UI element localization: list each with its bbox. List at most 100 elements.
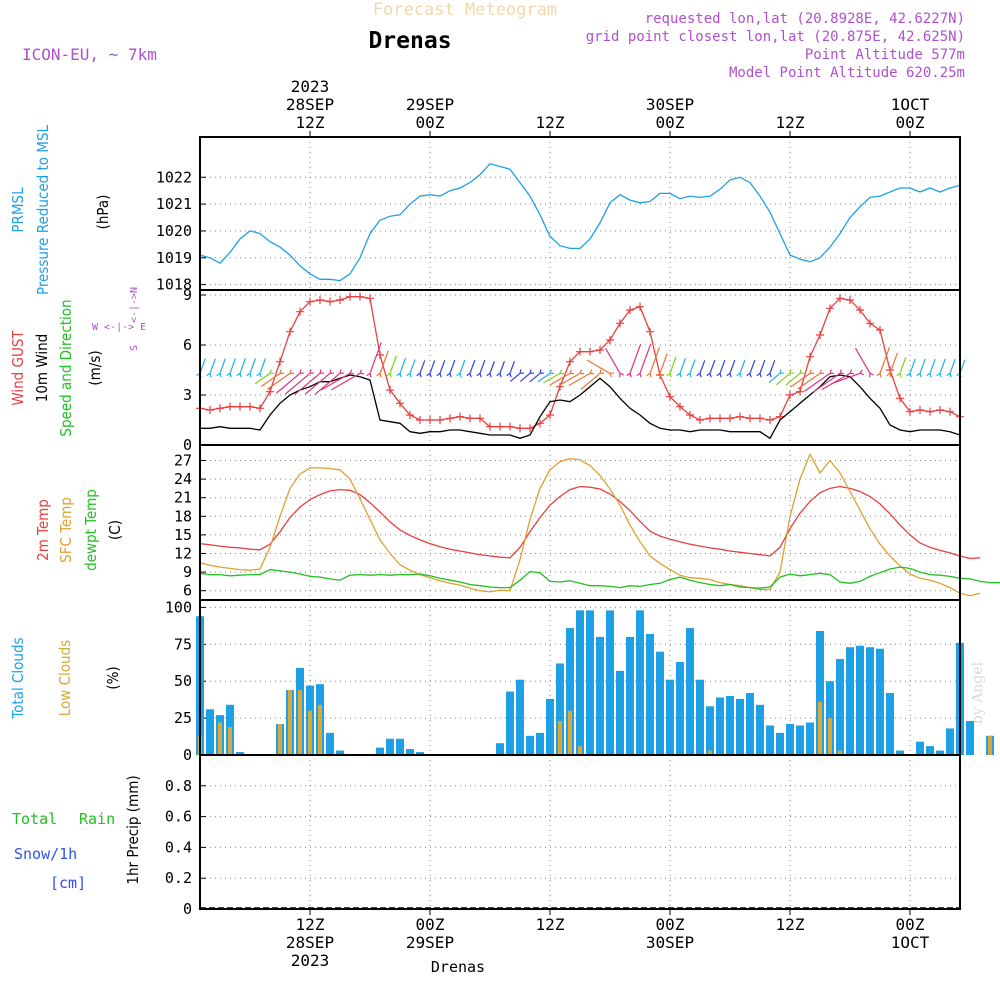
- 2m-temp-line: [199, 485, 981, 560]
- gust-marker: [256, 404, 264, 413]
- gust-marker: [616, 319, 624, 328]
- wind-barb-head: [736, 372, 742, 378]
- low-clouds-bar: [278, 724, 282, 755]
- gust-marker: [476, 414, 484, 423]
- wind-barb: [399, 357, 407, 374]
- ytick-label-clouds: 50: [174, 672, 192, 690]
- panel-wind: 0 3 6 9: [183, 286, 966, 454]
- label-precip-total: Total: [12, 810, 57, 828]
- bottom-axis-date: 29SEP: [406, 933, 454, 952]
- wind-barb: [239, 358, 247, 374]
- label-sfc-temp: SFC Temp: [57, 497, 75, 563]
- compass-s: S: [129, 345, 140, 351]
- low-clouds-bar: [288, 690, 292, 755]
- sfc-temp-line: [199, 452, 981, 597]
- total-clouds-bar: [336, 750, 344, 755]
- point-altitude: Point Altitude 577m: [805, 47, 965, 63]
- total-clouds-bar: [236, 752, 244, 755]
- wind-barb: [209, 358, 216, 374]
- gust-marker: [596, 346, 604, 354]
- top-axis-hour: 12Z: [536, 113, 565, 132]
- gust-marker: [916, 406, 924, 414]
- bottom-axis-hour: 00Z: [416, 915, 445, 934]
- ytick-label-temperature: 18: [174, 507, 192, 525]
- gust-marker: [356, 292, 364, 301]
- total-clouds-bar: [736, 698, 744, 755]
- low-clouds-bar: [838, 750, 842, 755]
- gust-marker: [666, 392, 674, 401]
- label-speed-direction: Speed and Direction: [57, 299, 75, 436]
- wind-barb-head: [406, 372, 412, 378]
- ytick-label-temperature: 9: [183, 563, 192, 581]
- wind-barb-head: [539, 369, 545, 374]
- wind-barb: [812, 372, 841, 393]
- gust-marker: [326, 297, 334, 306]
- total-clouds-bar: [386, 738, 394, 755]
- gust-marker: [876, 326, 884, 334]
- ytick-label-precip: 0: [183, 900, 192, 918]
- label-precip-unit: 1hr Precip (mm): [124, 775, 142, 884]
- low-clouds-bar: [218, 722, 222, 755]
- wind-barb: [854, 347, 871, 374]
- wind-barb: [775, 372, 791, 386]
- wind-barb-head: [426, 372, 432, 378]
- ytick-label-clouds: 75: [174, 635, 192, 653]
- wind-barb: [729, 359, 736, 374]
- wind-barb-head: [206, 372, 212, 378]
- wind-barb: [586, 359, 611, 374]
- top-axis-date: 1OCT: [891, 95, 930, 114]
- wind-barb: [769, 360, 776, 374]
- wind-barb-head: [609, 372, 615, 378]
- grid-point-coords: grid point closest lon,lat (20.875E, 42.…: [586, 29, 965, 45]
- wind-barb: [749, 359, 756, 374]
- total-clouds-bar: [856, 645, 864, 755]
- wind-barb: [379, 350, 389, 374]
- gust-marker: [576, 347, 584, 356]
- wind-barb-head: [329, 369, 335, 374]
- frame-prmsl: [199, 136, 961, 291]
- wind-barb-head: [496, 372, 502, 378]
- top-axis-hour: 00Z: [416, 113, 445, 132]
- wind-barb-head: [859, 369, 865, 376]
- wind-barb-head: [299, 369, 305, 374]
- gust-marker: [866, 319, 874, 328]
- compass-n: N: [129, 287, 140, 293]
- wind-barb: [320, 372, 351, 391]
- wind-barb: [889, 352, 898, 374]
- total-clouds-bar: [866, 647, 874, 755]
- total-clouds-bar: [796, 725, 804, 755]
- gust-marker: [846, 296, 854, 304]
- gust-marker: [226, 402, 234, 411]
- total-clouds-bar: [806, 722, 814, 755]
- label-total-clouds: Total Clouds: [9, 637, 27, 719]
- label-percent-unit: (%): [104, 666, 122, 689]
- wind-barb-head: [646, 372, 652, 378]
- gust-marker: [836, 294, 844, 303]
- wind-barb: [739, 359, 746, 374]
- gust-marker: [396, 399, 404, 408]
- gust-marker: [786, 391, 794, 399]
- wind-barb: [529, 372, 541, 383]
- total-clouds-bar: [756, 704, 764, 755]
- wind-barb-head: [359, 369, 365, 375]
- bottom-axis-date: 30SEP: [646, 933, 694, 952]
- wind-barb-head: [789, 369, 795, 374]
- wind-barb: [699, 360, 706, 374]
- total-clouds-bar: [616, 670, 624, 755]
- wind-barb-head: [868, 372, 874, 378]
- wind-barb-head: [549, 369, 555, 375]
- wind-barb-head: [446, 372, 452, 378]
- gust-marker: [436, 416, 444, 424]
- total-clouds-bar: [396, 738, 404, 755]
- total-clouds-bar: [516, 679, 524, 755]
- wind-barb: [537, 372, 551, 383]
- wind-barb-head: [529, 369, 535, 374]
- gust-marker: [926, 407, 934, 416]
- footer-location: Drenas: [431, 958, 485, 976]
- frame-precip: [199, 754, 961, 910]
- total-clouds-bar: [526, 735, 534, 755]
- wind-barb: [409, 359, 416, 374]
- total-clouds-bar: [766, 725, 774, 755]
- gust-marker: [676, 402, 684, 411]
- low-clouds-bar: [318, 704, 322, 755]
